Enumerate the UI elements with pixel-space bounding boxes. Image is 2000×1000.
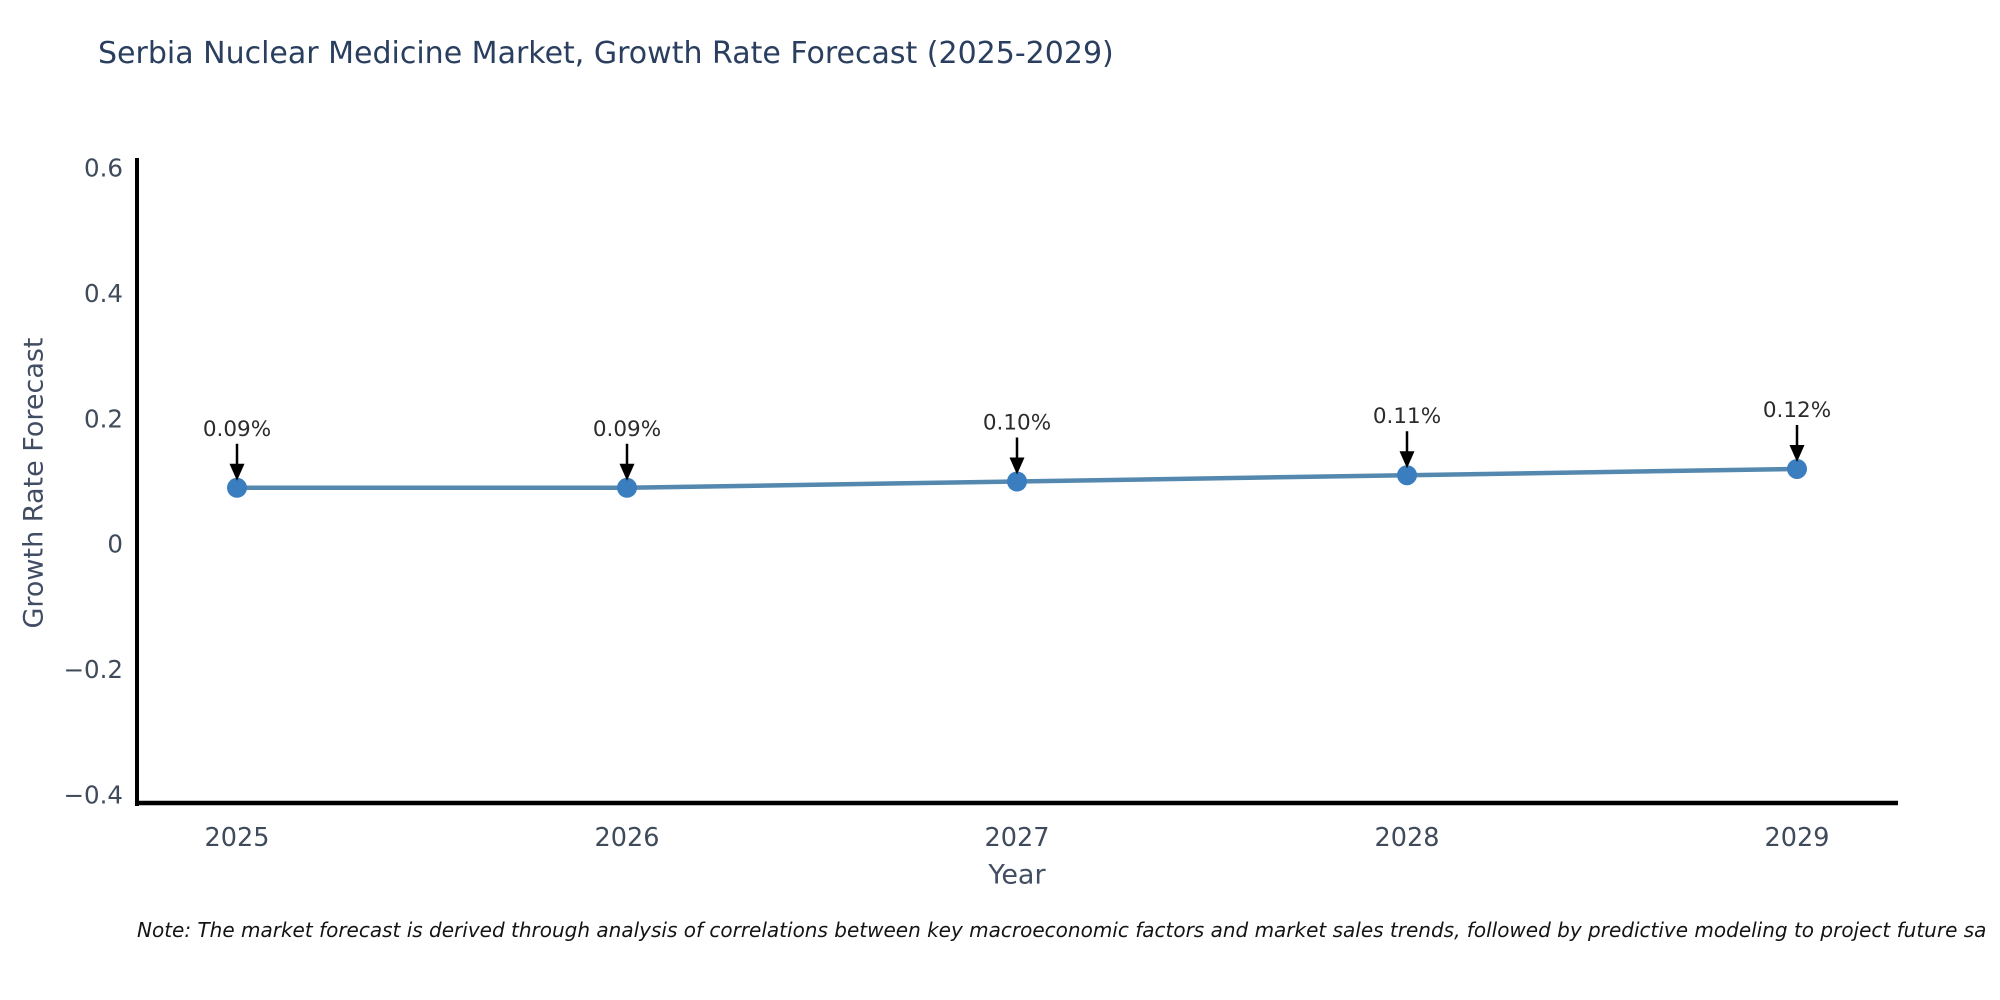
y-tick-label: 0.6	[84, 154, 123, 183]
annotation-label: 0.09%	[593, 417, 661, 442]
annotation-label: 0.12%	[1763, 398, 1831, 423]
x-tick-label: 2029	[1765, 823, 1830, 853]
y-tick-label: 0	[107, 530, 123, 559]
annotation-arrowhead	[1789, 444, 1805, 462]
annotation-arrowhead	[619, 463, 635, 481]
y-tick-label: 0.4	[84, 279, 123, 308]
y-tick-label: −0.4	[64, 781, 124, 810]
annotation-label: 0.11%	[1373, 404, 1441, 429]
x-tick-label: 2028	[1375, 823, 1440, 853]
x-tick-label: 2027	[985, 823, 1050, 853]
annotation-arrowhead	[1399, 451, 1415, 469]
y-tick-label: 0.2	[84, 404, 123, 433]
data-point-marker	[1787, 458, 1807, 479]
x-tick-label: 2025	[205, 823, 270, 853]
y-tick-label: −0.2	[64, 655, 124, 684]
annotation-label: 0.09%	[203, 417, 271, 442]
data-point-marker	[617, 477, 637, 498]
annotation-label: 0.10%	[983, 411, 1051, 436]
data-point-marker	[1397, 465, 1417, 486]
x-axis-title: Year	[988, 859, 1046, 891]
data-point-marker	[1007, 471, 1027, 492]
footnote: Note: The market forecast is derived thr…	[137, 918, 1987, 942]
annotation-arrowhead	[1009, 457, 1025, 475]
annotation-arrowhead	[229, 463, 245, 481]
data-point-marker	[227, 477, 247, 498]
y-axis-title: Growth Rate Forecast	[18, 337, 50, 629]
chart-title: Serbia Nuclear Medicine Market, Growth R…	[98, 36, 1114, 71]
x-tick-label: 2026	[595, 823, 660, 853]
